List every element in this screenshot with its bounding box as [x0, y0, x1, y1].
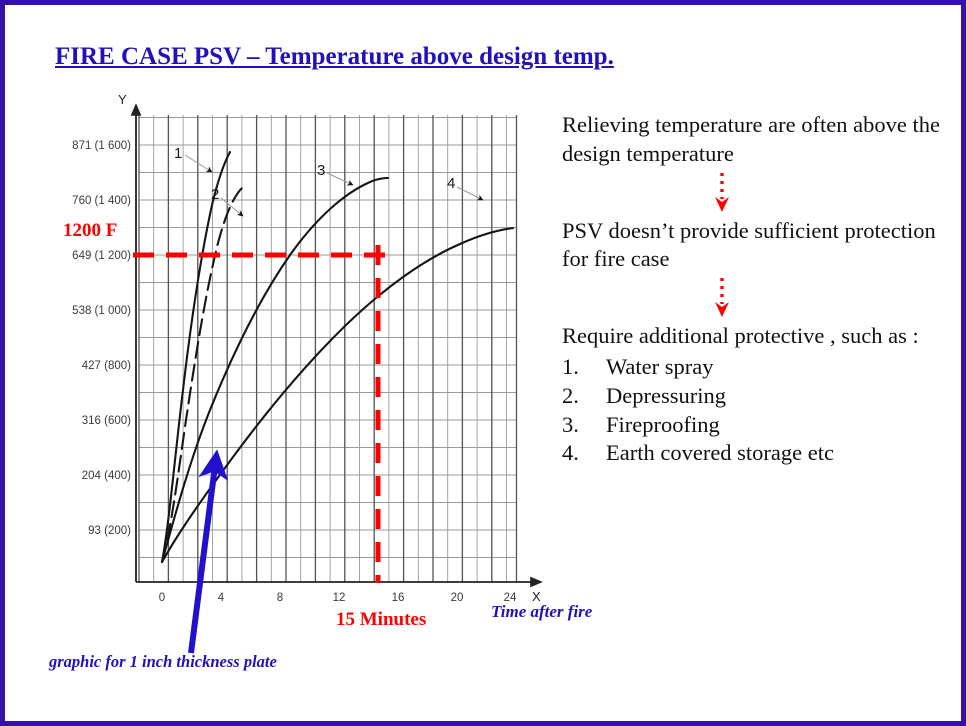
chart-grid-major	[138, 115, 518, 582]
svg-text:4: 4	[218, 592, 225, 604]
curve-callouts: 1 2 3 4	[174, 145, 484, 217]
x-axis-label: X	[532, 589, 541, 604]
svg-text:871 (1 600): 871 (1 600)	[72, 140, 131, 152]
y-tick-labels: 871 (1 600) 760 (1 400) 649 (1 200) 538 …	[72, 140, 131, 537]
curve-label-3: 3	[317, 162, 325, 179]
chart-axes	[130, 103, 543, 588]
svg-text:427 (800): 427 (800)	[82, 360, 131, 372]
curve-2	[160, 184, 246, 564]
list-item-label: Depressuring	[606, 382, 726, 408]
list-item-number: 4.	[562, 440, 579, 466]
blue-pointer-arrow	[188, 449, 229, 654]
svg-text:8: 8	[277, 592, 283, 604]
svg-text:538 (1 000): 538 (1 000)	[72, 305, 131, 317]
time-marker-label: 15 Minutes	[336, 609, 427, 630]
design-temp-label: 1200 F	[63, 220, 118, 241]
list-item-label: Water spray	[606, 353, 714, 379]
red-down-arrow-2	[562, 274, 961, 322]
svg-text:760 (1 400): 760 (1 400)	[72, 195, 131, 207]
statement-relieving-temperature: Relieving temperature are often above th…	[562, 112, 940, 166]
statement-psv-insufficient: PSV doesn’t provide sufficient protectio…	[562, 217, 936, 272]
curve-label-2: 2	[211, 186, 219, 203]
explanation-panel: Relieving temperature are often above th…	[562, 111, 961, 468]
list-item-number: 1.	[562, 353, 579, 379]
protective-measures-list: 1. Water spray 2. Depressuring 3. Firepr…	[562, 353, 961, 468]
curve-1	[160, 150, 232, 564]
chart-grid-minor	[138, 115, 517, 583]
x-tick-labels: 0 4 8 12 16 20 24	[159, 592, 517, 604]
list-item-number: 2.	[562, 382, 579, 408]
list-item: 1. Water spray	[562, 353, 961, 382]
svg-text:16: 16	[392, 592, 405, 604]
list-item: 4. Earth covered storage etc	[562, 439, 961, 468]
list-item: 2. Depressuring	[562, 382, 961, 411]
svg-text:0: 0	[159, 592, 165, 604]
blue-arrow-caption: graphic for 1 inch thickness plate	[49, 652, 277, 671]
svg-text:204 (400): 204 (400)	[82, 470, 131, 482]
list-item-label: Fireproofing	[606, 411, 720, 437]
svg-text:649 (1 200): 649 (1 200)	[72, 250, 131, 262]
statement-require-protection: Require additional protective , such as …	[562, 323, 919, 349]
svg-text:316 (600): 316 (600)	[82, 415, 131, 427]
curve-4	[160, 226, 515, 564]
svg-text:24: 24	[504, 592, 517, 604]
x-axis-caption: Time after fire	[491, 602, 593, 621]
list-item: 3. Fireproofing	[562, 411, 961, 440]
curve-label-4: 4	[447, 175, 455, 192]
list-item-number: 3.	[562, 411, 579, 437]
svg-text:12: 12	[333, 592, 346, 604]
svg-text:93 (200): 93 (200)	[88, 525, 131, 537]
page-title: FIRE CASE PSV – Temperature above design…	[55, 43, 614, 70]
curve-label-1: 1	[174, 145, 182, 162]
temperature-vs-time-chart: Y X 871 (1 600) 760 (1 400) 649 (1 200) …	[5, 5, 565, 705]
svg-text:20: 20	[451, 592, 464, 604]
red-down-arrow-1	[562, 169, 961, 217]
list-item-label: Earth covered storage etc	[606, 440, 834, 466]
y-axis-label: Y	[118, 92, 127, 107]
curve-3	[160, 176, 390, 564]
